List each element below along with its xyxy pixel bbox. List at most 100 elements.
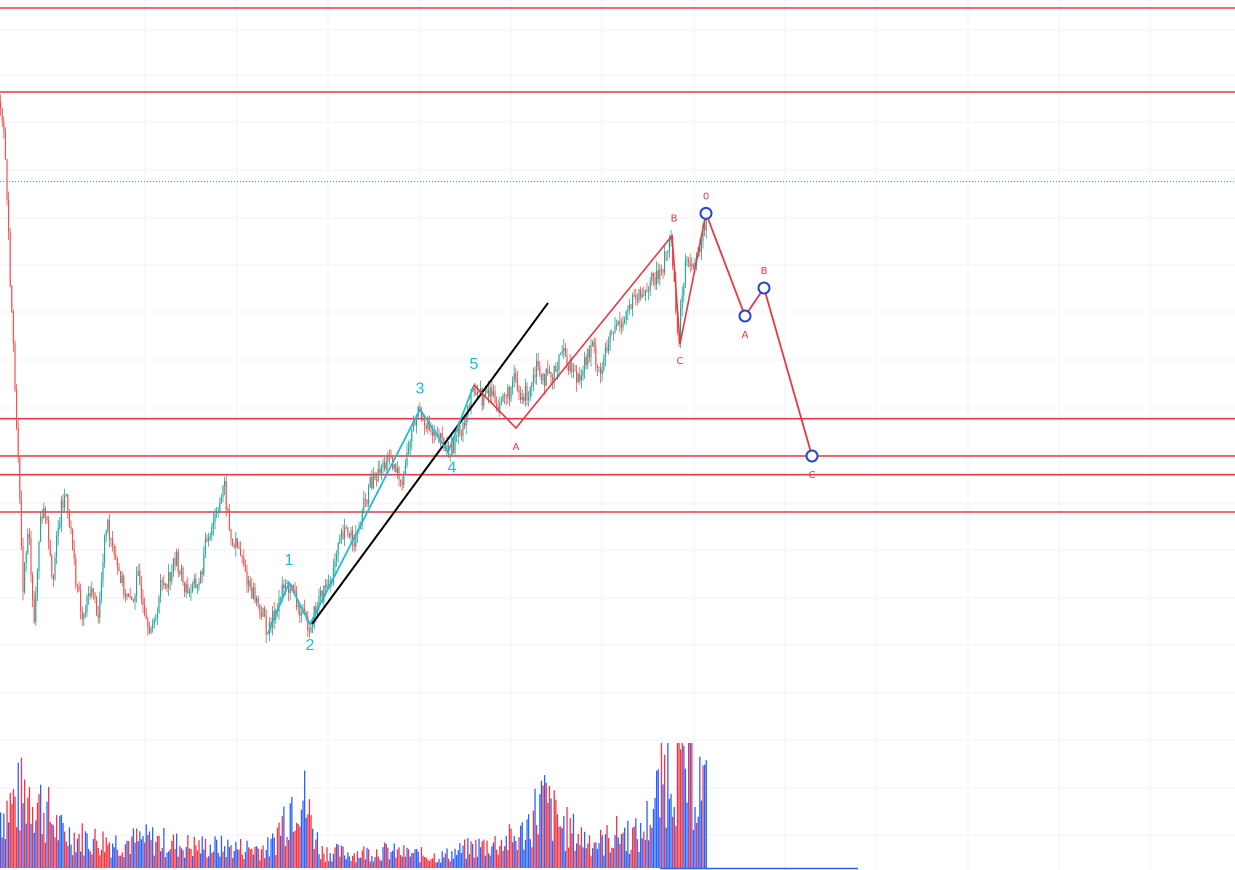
volume-bar <box>192 856 194 868</box>
impulse-wave-label-3: 3 <box>416 380 425 397</box>
volume-bar <box>563 816 565 868</box>
volume-bar <box>452 858 455 868</box>
candle-body <box>166 583 168 589</box>
candle-body <box>97 614 99 618</box>
volume-bar <box>81 823 83 868</box>
candle-body <box>224 480 226 487</box>
candle-body <box>497 406 499 411</box>
candle-body <box>99 598 101 618</box>
volume-bar <box>446 848 448 868</box>
candle-body <box>454 435 456 453</box>
candle-body <box>144 605 146 615</box>
volume-bar <box>345 859 347 868</box>
volume-bar <box>67 846 69 868</box>
candle-body <box>329 579 331 584</box>
correction-wave-line[interactable] <box>473 213 707 430</box>
volume-bar <box>502 850 504 868</box>
candle-body <box>584 357 586 371</box>
horizontal-levels[interactable] <box>0 7 1235 513</box>
volume-bar <box>531 847 533 868</box>
candle-body <box>208 537 210 542</box>
candle-body <box>153 619 155 626</box>
candle-body <box>25 552 27 564</box>
volume-bar <box>592 848 594 868</box>
volume-bar <box>360 857 362 868</box>
candle-body <box>395 464 397 473</box>
volume-bar <box>350 860 352 868</box>
projected-correction-line[interactable] <box>705 213 813 457</box>
volume-bar <box>475 839 477 868</box>
volume-bar <box>238 849 240 868</box>
candle-body <box>145 614 147 619</box>
candle-body <box>126 593 128 597</box>
candle-body <box>46 516 48 521</box>
candle-body <box>430 430 432 432</box>
volume-bar <box>568 847 570 868</box>
candle-body <box>376 479 378 481</box>
volume-bar <box>580 827 583 868</box>
wave-annotations[interactable]: 1 2 3 4 5 A B C 0 A B C <box>267 191 819 654</box>
candle-body <box>660 269 662 271</box>
volume-bar <box>675 826 677 868</box>
candle-body <box>396 467 398 473</box>
volume-bar <box>254 846 256 868</box>
volume-bar <box>315 839 317 868</box>
volume-bar <box>14 796 16 868</box>
candle-body <box>345 527 347 529</box>
candle-body <box>595 347 597 365</box>
volume-bar <box>689 743 691 868</box>
candle-body <box>705 215 707 231</box>
candle-body <box>440 433 442 443</box>
candle-body <box>603 357 605 370</box>
candle-body <box>441 433 443 438</box>
candle-body <box>176 551 178 566</box>
volume-bar <box>320 859 322 868</box>
candle-body <box>51 555 53 576</box>
candle-body <box>171 572 173 582</box>
candle-body <box>686 259 688 262</box>
candle-body <box>340 531 342 538</box>
volume-bar <box>408 849 410 868</box>
volume-bar <box>8 822 10 868</box>
projection-point-C[interactable] <box>805 449 819 463</box>
volume-bar <box>363 846 365 868</box>
volume-bar <box>193 836 195 868</box>
volume-bar <box>297 824 299 868</box>
volume-bar <box>705 760 707 868</box>
candle-body <box>576 370 578 383</box>
volume-bar <box>89 851 91 868</box>
candle-body <box>604 347 606 358</box>
volume-bar <box>110 857 112 868</box>
volume-bar <box>377 856 379 868</box>
candle-body <box>12 312 14 344</box>
candle-body <box>411 429 413 442</box>
volume-bar <box>512 842 514 868</box>
volume-bar <box>598 842 600 868</box>
projection-point-A[interactable] <box>738 309 752 323</box>
volume-bar <box>467 838 469 868</box>
candle-body <box>323 585 325 603</box>
candle-body <box>464 423 466 426</box>
projection-point-B[interactable] <box>757 281 771 295</box>
volume-bar <box>576 843 578 868</box>
candle-body <box>577 374 579 383</box>
candle-body <box>355 534 357 547</box>
candle-body <box>393 464 395 469</box>
candle-body <box>507 387 509 397</box>
trendline[interactable] <box>311 302 549 625</box>
volume-bar <box>59 815 61 868</box>
impulse-wave-line[interactable] <box>267 384 475 634</box>
volume-bar <box>220 835 223 868</box>
volume-bar <box>700 800 703 868</box>
projection-point-0[interactable] <box>699 206 713 220</box>
volume-bar <box>84 831 87 868</box>
volume-bar <box>385 843 387 868</box>
volume-bar <box>86 833 88 868</box>
candle-body <box>169 571 171 582</box>
trendline-layer[interactable] <box>311 302 549 625</box>
candle-body <box>233 545 235 548</box>
candle-body <box>280 597 282 599</box>
volume-bar <box>252 854 255 868</box>
